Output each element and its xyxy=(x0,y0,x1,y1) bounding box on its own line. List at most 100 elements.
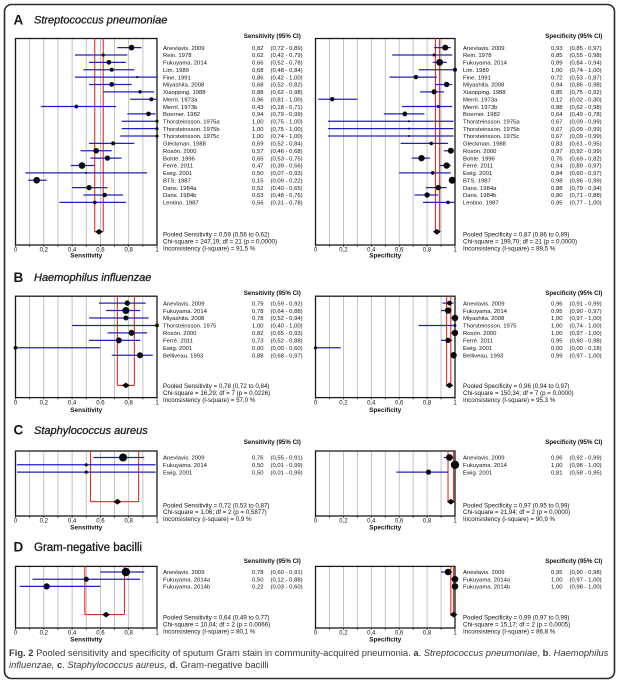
svg-text:Chi-square = 247,19; df = 21 (: Chi-square = 247,19; df = 21 (p = 0,0000… xyxy=(163,238,277,245)
svg-text:(0,42 - 1,00): (0,42 - 1,00) xyxy=(271,75,303,81)
svg-text:(0,40 - 0,65): (0,40 - 0,65) xyxy=(271,186,303,192)
svg-text:1,00: 1,00 xyxy=(252,120,264,126)
svg-text:Chi-square = 10,04; df = 2 (p: Chi-square = 10,04; df = 2 (p = 0,0066) xyxy=(163,622,270,629)
svg-text:0,69: 0,69 xyxy=(252,142,263,148)
svg-text:Merril. 1973b: Merril. 1973b xyxy=(163,105,198,111)
svg-text:Streptococcus pneumoniae: Streptococcus pneumoniae xyxy=(34,15,167,27)
svg-text:Anevlavis. 2009: Anevlavis. 2009 xyxy=(463,301,505,307)
svg-text:(0,03 - 0,60): (0,03 - 0,60) xyxy=(271,585,303,591)
svg-text:0: 0 xyxy=(14,400,18,406)
svg-text:Haemophilus influenzae: Haemophilus influenzae xyxy=(34,272,151,284)
svg-text:0,62: 0,62 xyxy=(252,53,263,59)
svg-text:0,67: 0,67 xyxy=(551,127,562,133)
svg-text:Ferré. 2011: Ferré. 2011 xyxy=(463,164,493,170)
svg-text:Chi-square = 199,70; df = 21 (: Chi-square = 199,70; df = 21 (p = 0,0000… xyxy=(463,238,577,245)
svg-text:1,00: 1,00 xyxy=(551,331,563,337)
svg-text:0,85: 0,85 xyxy=(551,53,563,59)
svg-text:Fukuyama. 2014a: Fukuyama. 2014a xyxy=(163,577,211,583)
svg-text:Rosón. 2000: Rosón. 2000 xyxy=(163,331,197,337)
svg-text:Dans. 1984b: Dans. 1984b xyxy=(463,193,497,199)
svg-text:(0,90 - 0,98): (0,90 - 0,98) xyxy=(570,570,602,576)
svg-text:0,97: 0,97 xyxy=(551,149,562,155)
svg-text:0,15: 0,15 xyxy=(252,178,264,184)
svg-text:Anevlavis. 2009: Anevlavis. 2009 xyxy=(463,456,505,462)
svg-text:Specificity (95% CI): Specificity (95% CI) xyxy=(545,439,602,446)
svg-text:(0,62 - 0,98): (0,62 - 0,98) xyxy=(570,105,602,111)
svg-text:0,78: 0,78 xyxy=(252,570,264,576)
svg-text:(0,52 - 0,84): (0,52 - 0,84) xyxy=(271,142,303,148)
svg-text:influenzae, c. Staphylococcus: influenzae, c. Staphylococcus aureus, d.… xyxy=(9,659,269,670)
svg-text:Pooled Specificity = 0,87 (0,8: Pooled Specificity = 0,87 (0,86 to 0,89) xyxy=(463,232,569,239)
svg-text:BTS. 1987: BTS. 1987 xyxy=(163,178,191,184)
svg-text:0,8: 0,8 xyxy=(423,400,432,406)
svg-text:(0,09 - 0,99): (0,09 - 0,99) xyxy=(570,134,602,140)
svg-text:0,00: 0,00 xyxy=(551,346,563,352)
svg-text:(0,07 - 0,93): (0,07 - 0,93) xyxy=(271,171,303,177)
svg-text:(0,97 - 1,00): (0,97 - 1,00) xyxy=(570,331,602,337)
svg-text:Lim. 1989: Lim. 1989 xyxy=(163,68,189,74)
svg-text:(0,77 - 1,00): (0,77 - 1,00) xyxy=(570,201,602,207)
svg-text:(0,55 - 0,98): (0,55 - 0,98) xyxy=(570,53,602,59)
svg-text:0,2: 0,2 xyxy=(40,247,49,253)
svg-text:0,8: 0,8 xyxy=(423,631,432,637)
svg-text:0,6: 0,6 xyxy=(96,247,105,253)
svg-text:0,65: 0,65 xyxy=(252,156,264,162)
svg-text:0,68: 0,68 xyxy=(252,83,264,89)
svg-text:0,4: 0,4 xyxy=(68,519,77,525)
svg-text:(0,61 - 0,95): (0,61 - 0,95) xyxy=(570,142,602,148)
svg-text:(0,97 - 1,00): (0,97 - 1,00) xyxy=(570,316,602,322)
svg-text:Bohte. 1996: Bohte. 1996 xyxy=(163,156,195,162)
svg-text:(0,75 - 1,00): (0,75 - 1,00) xyxy=(271,120,303,126)
svg-text:(0,68 - 0,97): (0,68 - 0,97) xyxy=(271,353,303,359)
svg-text:Thorsteinsson. 1975b: Thorsteinsson. 1975b xyxy=(463,127,520,133)
svg-text:Ewig. 2001: Ewig. 2001 xyxy=(463,346,492,352)
svg-text:(0,96 - 0,99): (0,96 - 0,99) xyxy=(570,178,602,184)
svg-text:Specificity: Specificity xyxy=(369,524,401,531)
svg-text:(0,42 - 0,79): (0,42 - 0,79) xyxy=(271,53,303,59)
svg-text:(0,02 - 0,30): (0,02 - 0,30) xyxy=(570,97,602,103)
svg-text:0: 0 xyxy=(314,519,318,525)
svg-text:(0,40 - 1,00): (0,40 - 1,00) xyxy=(271,324,303,330)
svg-text:0,94: 0,94 xyxy=(551,83,563,89)
svg-text:0,2: 0,2 xyxy=(40,519,49,525)
svg-text:Sensitivity (95% CI): Sensitivity (95% CI) xyxy=(244,33,301,40)
svg-text:(0,90 - 0,98): (0,90 - 0,98) xyxy=(570,339,602,345)
svg-text:0,4: 0,4 xyxy=(367,247,376,253)
svg-text:(0,98 - 1,00): (0,98 - 1,00) xyxy=(570,463,602,469)
svg-text:0: 0 xyxy=(314,400,318,406)
svg-text:Sensitivity: Sensitivity xyxy=(70,524,102,531)
svg-text:Thorsteinsson. 1975b: Thorsteinsson. 1975b xyxy=(163,127,220,133)
svg-text:0,76: 0,76 xyxy=(252,456,264,462)
svg-text:Ferré. 2011: Ferré. 2011 xyxy=(463,339,493,345)
svg-text:(0,58 - 0,95): (0,58 - 0,95) xyxy=(570,470,602,476)
svg-text:(0,60 - 0,97): (0,60 - 0,97) xyxy=(570,171,602,177)
svg-text:Anevlavis. 2009: Anevlavis. 2009 xyxy=(463,46,505,52)
svg-text:0,89: 0,89 xyxy=(551,61,562,67)
svg-text:0,2: 0,2 xyxy=(339,400,348,406)
svg-text:(0,01 - 0,99): (0,01 - 0,99) xyxy=(271,463,303,469)
svg-text:(0,85 - 0,97): (0,85 - 0,97) xyxy=(570,46,602,52)
svg-text:Thorsteinsson. 1975a: Thorsteinsson. 1975a xyxy=(163,120,220,126)
svg-text:(0,48 - 0,76): (0,48 - 0,76) xyxy=(271,193,303,199)
svg-text:(0,09 - 0,99): (0,09 - 0,99) xyxy=(570,127,602,133)
svg-text:Pooled Specificity = 0,99 (0,9: Pooled Specificity = 0,99 (0,97 to 0,99) xyxy=(463,615,569,622)
svg-text:1,00: 1,00 xyxy=(252,134,264,140)
svg-text:0,95: 0,95 xyxy=(551,339,563,345)
svg-text:(0,74 - 1,00): (0,74 - 1,00) xyxy=(271,134,303,140)
svg-text:Fig. 2 Pooled sensitivity and: Fig. 2 Pooled sensitivity and specificit… xyxy=(9,647,609,658)
svg-text:Specificity: Specificity xyxy=(369,407,401,414)
svg-text:0: 0 xyxy=(314,631,318,637)
svg-text:Fukuyama. 2014: Fukuyama. 2014 xyxy=(463,61,508,67)
svg-text:(0,09 - 0,99): (0,09 - 0,99) xyxy=(570,120,602,126)
svg-text:Inconsistency (i-square) = 90,: Inconsistency (i-square) = 90,9 % xyxy=(463,516,555,523)
svg-text:Inconsistency (I-square) = 57,: Inconsistency (I-square) = 57,0 % xyxy=(163,397,256,404)
svg-text:Ewig. 2001: Ewig. 2001 xyxy=(463,470,492,476)
svg-text:0,52: 0,52 xyxy=(252,186,263,192)
svg-text:1: 1 xyxy=(453,400,457,406)
svg-text:Belliveau. 1993: Belliveau. 1993 xyxy=(163,353,204,359)
svg-text:0,67: 0,67 xyxy=(551,120,562,126)
svg-text:Gram-negative bacilli: Gram-negative bacilli xyxy=(34,542,142,554)
svg-text:Fukuyama. 2014a: Fukuyama. 2014a xyxy=(463,577,511,583)
svg-text:Fukuyama. 2014b: Fukuyama. 2014b xyxy=(463,585,511,591)
svg-text:0,79: 0,79 xyxy=(252,301,263,307)
